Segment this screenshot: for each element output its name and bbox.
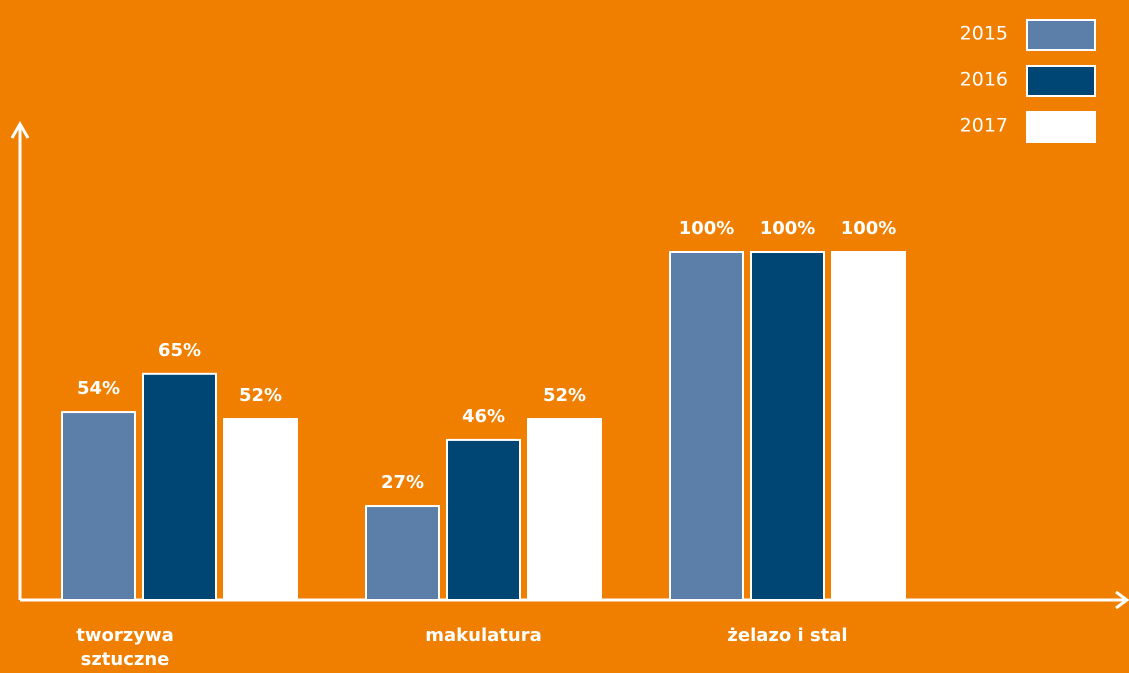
bar xyxy=(61,411,136,601)
bar xyxy=(831,251,906,601)
bar xyxy=(669,251,744,601)
bar xyxy=(446,438,521,602)
x-tick-label: makulatura xyxy=(425,625,541,646)
value-label: 27% xyxy=(381,472,424,493)
x-tick-label: żelazo i stal xyxy=(727,625,847,646)
value-label: 54% xyxy=(77,378,120,399)
legend-label: 2017 xyxy=(960,115,1008,137)
legend-swatch xyxy=(1026,65,1096,97)
bar xyxy=(365,505,440,602)
value-label: 100% xyxy=(760,218,816,239)
value-label: 65% xyxy=(158,340,201,361)
y-axis-arrow xyxy=(10,120,30,139)
bar xyxy=(527,418,602,602)
value-label: 52% xyxy=(543,385,586,406)
x-tick-label: tworzywa sztuczne xyxy=(76,625,173,670)
value-label: 52% xyxy=(239,385,282,406)
legend-label: 2016 xyxy=(960,69,1008,91)
bar xyxy=(142,372,217,601)
legend-swatch xyxy=(1026,19,1096,51)
bar xyxy=(750,251,825,601)
legend-swatch xyxy=(1026,111,1096,143)
bar xyxy=(223,418,298,602)
value-label: 100% xyxy=(841,218,897,239)
legend-label: 2015 xyxy=(960,23,1008,45)
value-label: 46% xyxy=(462,406,505,427)
x-axis-arrow xyxy=(1115,590,1129,610)
value-label: 100% xyxy=(679,218,735,239)
